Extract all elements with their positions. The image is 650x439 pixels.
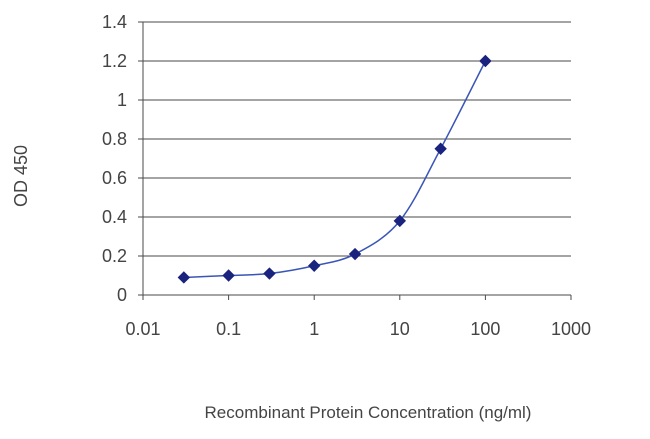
gridlines: [143, 21, 571, 257]
x-tick-label: 10: [390, 319, 410, 339]
y-tick-label: 0.6: [102, 168, 127, 188]
data-point-marker: [177, 271, 191, 284]
series-line: [183, 60, 487, 279]
y-tick-label: 0.2: [102, 246, 127, 266]
y-tick-label: 0.8: [102, 129, 127, 149]
tick-labels: 0 0.2 0.4 0.6 0.8 1 1.2 1.4 0.01 0.1 1 10 100 1000: [102, 12, 591, 339]
y-tick-label: 0.4: [102, 207, 127, 227]
x-axis-label: Recombinant Protein Concentration (ng/ml…: [205, 403, 532, 422]
y-axis-label: OD 450: [11, 145, 31, 207]
data-point-marker: [434, 142, 447, 155]
y-tick-label: 1.2: [102, 51, 127, 71]
data-point-marker: [307, 259, 321, 272]
y-tick-label: 0: [117, 285, 127, 305]
axes: [138, 21, 572, 300]
y-tick-label: 1: [117, 90, 127, 110]
data-point-marker: [348, 247, 362, 261]
x-tick-label: 1000: [551, 319, 591, 339]
data-point-marker: [263, 267, 276, 280]
x-tick-label: 1: [309, 319, 319, 339]
data-point-marker: [222, 269, 235, 282]
x-tick-label: 0.1: [216, 319, 241, 339]
data-series: [177, 54, 492, 284]
x-tick-label: 100: [470, 319, 500, 339]
x-tick-label: 0.01: [125, 319, 160, 339]
data-point-marker: [479, 54, 492, 68]
y-tick-label: 1.4: [102, 12, 127, 32]
data-point-marker: [393, 214, 407, 228]
